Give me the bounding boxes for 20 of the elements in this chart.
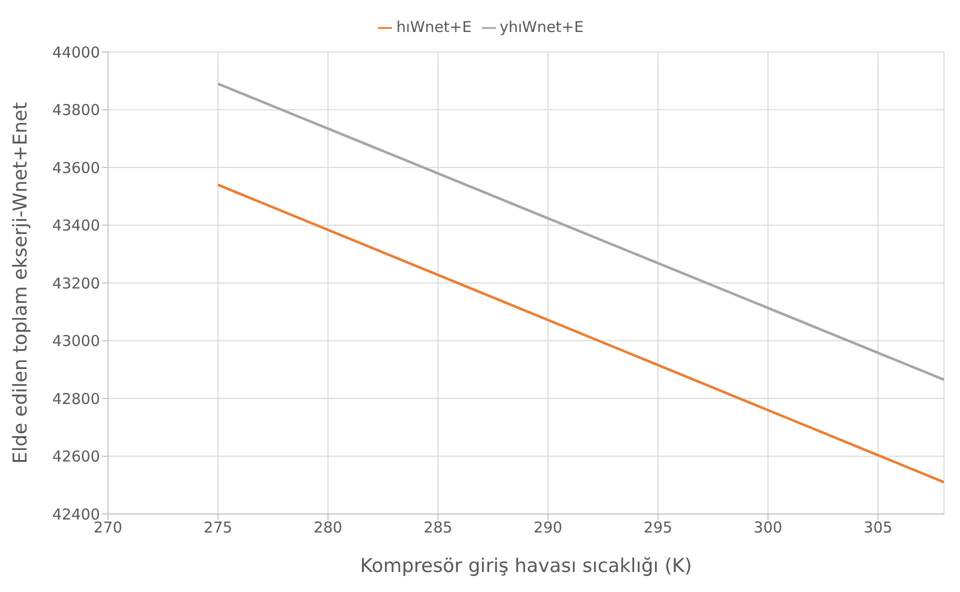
y-tick-label: 43600: [52, 158, 100, 177]
y-tick-label: 44000: [52, 43, 100, 62]
x-tick-label: 305: [864, 518, 892, 537]
y-tick-label: 43400: [52, 216, 100, 235]
y-tick-label: 43200: [52, 274, 100, 292]
y-tick-label: 43800: [52, 101, 100, 120]
x-tick-label: 285: [424, 518, 452, 537]
y-axis-title: Elde edilen toplam ekserji-Wnet+Enet: [10, 102, 32, 464]
x-tick-label: 280: [314, 518, 342, 537]
x-tick-label: 300: [754, 518, 782, 537]
x-axis-title: Kompresör giriş havası sıcaklığı (K): [360, 555, 692, 577]
y-tick-label: 42800: [52, 390, 100, 408]
y-tick-label: 43000: [52, 332, 100, 350]
y-tick-label: 42600: [52, 448, 100, 466]
x-tick-label: 295: [644, 518, 672, 537]
legend-label: yhıWnet+E: [500, 18, 584, 36]
x-tick-label: 275: [204, 518, 232, 537]
legend-label: hıWnet+E: [396, 18, 472, 36]
x-tick-label: 270: [94, 518, 122, 537]
x-tick-label: 290: [534, 518, 562, 537]
